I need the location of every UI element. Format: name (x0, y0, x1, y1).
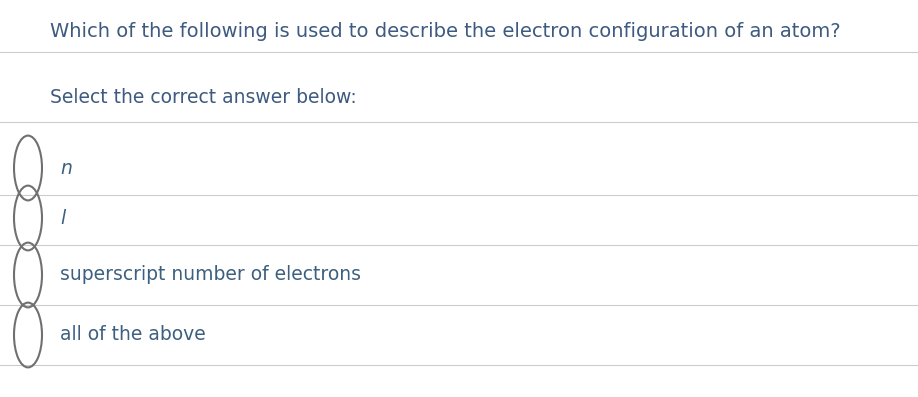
Text: all of the above: all of the above (60, 326, 206, 345)
Text: $n$: $n$ (60, 158, 73, 177)
Text: $l$: $l$ (60, 208, 67, 227)
Text: superscript number of electrons: superscript number of electrons (60, 266, 361, 285)
Text: Select the correct answer below:: Select the correct answer below: (50, 88, 357, 107)
Text: Which of the following is used to describe the electron configuration of an atom: Which of the following is used to descri… (50, 22, 841, 41)
